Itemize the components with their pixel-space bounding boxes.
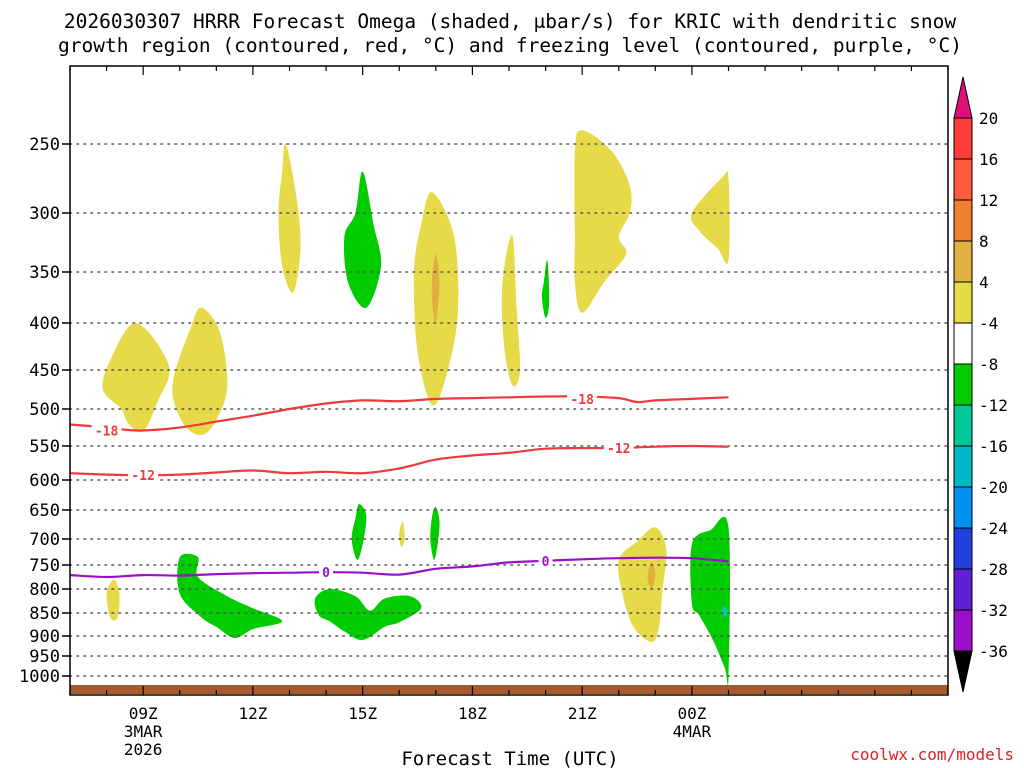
colorbar-label-8: -16 xyxy=(979,437,1008,456)
contour-label-bg-dgz-minus18-1 xyxy=(567,390,598,407)
omega-region-downward-l xyxy=(430,506,440,560)
xtick-label-00Z: 00Z xyxy=(677,704,706,723)
colorbar-swatch-2 xyxy=(953,199,973,242)
temperature-contours: -18 -18 -12 -12 0 0 xyxy=(70,390,729,581)
colorbar-label-1: 16 xyxy=(979,150,998,169)
pressure-gridlines xyxy=(69,143,949,677)
xtick-label-18Z: 18Z xyxy=(458,704,487,723)
colorbar-swatch-10 xyxy=(953,527,973,570)
colorbar-bottom-arrow xyxy=(953,650,973,693)
contour-label-bg-freezing-level-1 xyxy=(538,552,553,569)
omega-region-upward-k xyxy=(399,521,405,547)
xtick-label-09Z: 09Z xyxy=(129,704,158,723)
contour-label-bg-freezing-level-0 xyxy=(319,564,334,581)
colorbar-top-arrow xyxy=(953,76,973,119)
ytick-label-850: 850 xyxy=(29,604,60,624)
colorbar-label-4: 4 xyxy=(979,273,989,292)
colorbar-label-13: -36 xyxy=(979,642,1008,661)
pressure-axis: 250 300 350 400 450 500 550 600 650 700 750 800 850 9… xyxy=(19,135,70,687)
omega-region-downward-j xyxy=(351,503,367,560)
xtick-date-09Z: 3MAR xyxy=(124,722,163,741)
colorbar-label-2: 12 xyxy=(979,191,998,210)
colorbar-swatch-0 xyxy=(953,117,973,160)
omega-region-downward-n xyxy=(314,588,422,641)
ytick-label-250: 250 xyxy=(29,135,60,155)
ytick-label-700: 700 xyxy=(29,530,60,550)
contour-label-bg-dgz-minus12-1 xyxy=(603,440,634,457)
ytick-label-650: 650 xyxy=(29,501,60,521)
contour-label-freezing-level-1: 0 xyxy=(542,555,550,570)
contour-label-dgz-minus12-1: -12 xyxy=(607,442,630,457)
colorbar-label-7: -12 xyxy=(979,396,1008,415)
colorbar-label-3: 8 xyxy=(979,232,989,251)
ytick-label-450: 450 xyxy=(29,361,60,381)
contour-label-bg-dgz-minus18-0 xyxy=(91,422,122,439)
ytick-label-600: 600 xyxy=(29,471,60,491)
omega-region-downward-d xyxy=(343,171,382,308)
colorbar-swatch-4 xyxy=(953,281,973,324)
colorbar-swatch-1 xyxy=(953,158,973,201)
omega-region-upward-h xyxy=(574,130,632,313)
ytick-label-1000: 1000 xyxy=(19,667,60,687)
ytick-label-550: 550 xyxy=(29,437,60,457)
contour-dgz-minus18 xyxy=(70,395,729,432)
contour-label-dgz-minus18-1: -18 xyxy=(570,393,594,408)
omega-region-upward-a xyxy=(102,322,170,433)
colorbar-label-12: -32 xyxy=(979,601,1008,620)
omega-region-upward-b xyxy=(172,307,228,435)
contour-label-bg-dgz-minus12-0 xyxy=(128,467,159,484)
omega-region-upward-i xyxy=(690,170,730,264)
colorbar-swatch-11 xyxy=(953,568,973,611)
x-axis-label: Forecast Time (UTC) xyxy=(401,748,618,768)
chart-title-line2: growth region (contoured, red, °C) and f… xyxy=(58,34,962,57)
credit-text: coolwx.com/models xyxy=(850,745,1014,764)
ytick-label-800: 800 xyxy=(29,580,60,600)
colorbar-swatch-5 xyxy=(953,322,973,365)
omega-colorbar: 20 16 12 8 4 -4 -8 -12 -16 -20 -24 -28 -32 -36 xyxy=(953,76,1008,693)
xtick-label-15Z: 15Z xyxy=(348,704,377,723)
colorbar-label-0: 20 xyxy=(979,109,998,128)
ytick-label-900: 900 xyxy=(29,627,60,647)
colorbar-swatch-8 xyxy=(953,445,973,488)
colorbar-label-9: -20 xyxy=(979,478,1008,497)
surface-ground-band xyxy=(70,685,948,694)
colorbar-swatch-3 xyxy=(953,240,973,283)
omega-region-upward-p-core xyxy=(647,562,656,590)
omega-region-upward-f xyxy=(501,235,521,387)
contour-label-dgz-minus12-0: -12 xyxy=(131,469,154,484)
ytick-label-300: 300 xyxy=(29,204,60,224)
colorbar-label-6: -8 xyxy=(979,355,998,374)
ytick-label-400: 400 xyxy=(29,314,60,334)
colorbar-label-10: -24 xyxy=(979,519,1008,538)
colorbar-swatch-9 xyxy=(953,486,973,529)
xtick-label-12Z: 12Z xyxy=(238,704,267,723)
xtick-year-09Z: 2026 xyxy=(124,740,163,759)
chart-title-line1: 2026030307 HRRR Forecast Omega (shaded, … xyxy=(64,10,956,33)
colorbar-swatch-6 xyxy=(953,363,973,406)
contour-label-dgz-minus18-0: -18 xyxy=(95,424,119,439)
ytick-label-950: 950 xyxy=(29,647,60,667)
ytick-label-500: 500 xyxy=(29,400,60,420)
ytick-label-750: 750 xyxy=(29,556,60,576)
colorbar-label-5: -4 xyxy=(979,314,998,333)
omega-shading xyxy=(102,130,730,686)
omega-region-downward-g xyxy=(541,259,550,318)
colorbar-label-11: -28 xyxy=(979,560,1008,579)
ytick-label-350: 350 xyxy=(29,263,60,283)
contour-freezing-level xyxy=(70,556,729,579)
omega-region-upward-o xyxy=(106,579,120,621)
contour-label-freezing-level-0: 0 xyxy=(322,566,330,581)
xtick-label-21Z: 21Z xyxy=(568,704,597,723)
omega-region-downward-m xyxy=(177,553,283,639)
xtick-date-00Z: 4MAR xyxy=(673,722,712,741)
omega-region-downward-q-core xyxy=(721,605,729,618)
omega-region-upward-c xyxy=(278,143,301,293)
colorbar-swatch-12 xyxy=(953,609,973,652)
colorbar-swatch-7 xyxy=(953,404,973,447)
